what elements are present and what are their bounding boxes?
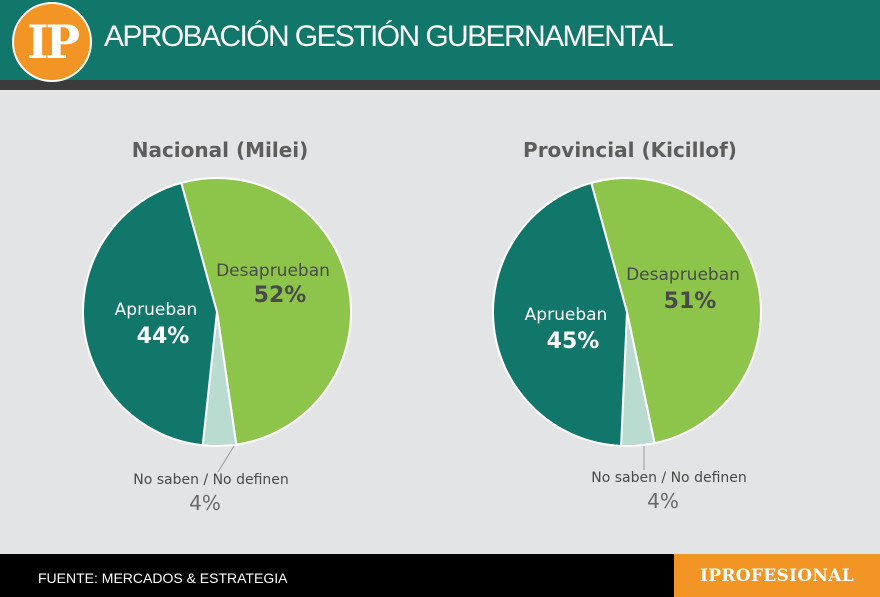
pie-slice-aprueban — [82, 181, 219, 447]
brand-box: IPROFESIONAL — [674, 554, 880, 597]
slice-value-label: 52% — [254, 283, 307, 308]
header-bar: IP APROBACIÓN GESTIÓN GUBERNAMENTAL — [0, 0, 880, 90]
slice-value-label: 4% — [647, 489, 679, 513]
slice-label: Desaprueban — [626, 265, 740, 285]
slice-value-label: 44% — [137, 324, 190, 349]
slice-label: Aprueban — [525, 305, 608, 325]
leader-line — [217, 445, 235, 473]
slice-label: Desaprueban — [216, 261, 330, 281]
pie-slice-aprueban — [492, 181, 629, 447]
page-title: APROBACIÓN GESTIÓN GUBERNAMENTAL — [104, 20, 674, 53]
chart-title: Provincial (Kicillof) — [523, 138, 737, 162]
footer-bar: FUENTE: MERCADOS & ESTRATEGIA IPROFESION… — [0, 554, 880, 597]
slice-value-label: 45% — [547, 329, 600, 354]
slice-label: Aprueban — [115, 300, 198, 320]
ip-logo: IP — [12, 2, 92, 82]
slice-value-label: 4% — [189, 491, 221, 515]
charts-area: Nacional (Milei)Desaprueban52%Aprueban44… — [82, 138, 762, 515]
slice-label: No saben / No definen — [591, 470, 747, 486]
slice-value-label: 51% — [664, 289, 717, 314]
source-text: FUENTE: MERCADOS & ESTRATEGIA — [38, 570, 288, 586]
pie-slice-desaprueban — [590, 177, 762, 445]
brand-text: IPROFESIONAL — [699, 565, 855, 586]
logo-text: IP — [26, 15, 80, 69]
pie-slice-desaprueban — [180, 177, 352, 446]
slice-label: No saben / No definen — [133, 472, 289, 488]
chart-title: Nacional (Milei) — [132, 138, 309, 162]
